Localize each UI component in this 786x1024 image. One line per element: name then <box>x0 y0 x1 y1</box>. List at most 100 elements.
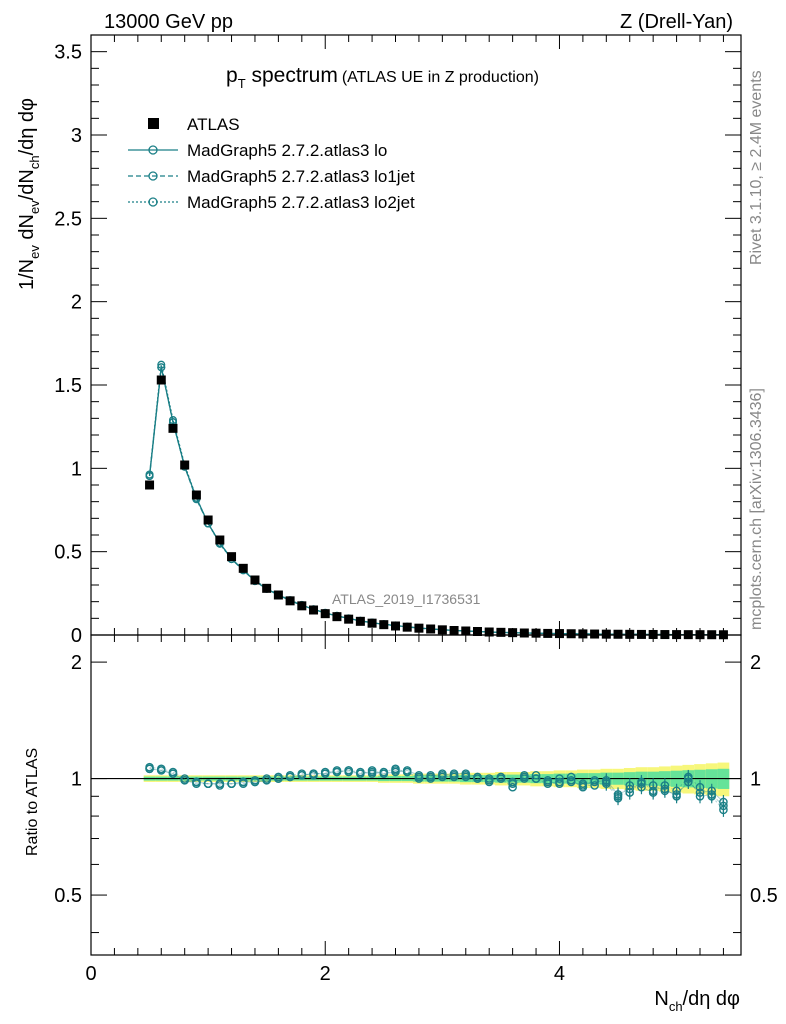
ratio-series-point <box>402 767 412 777</box>
y-tick-label-top: 0 <box>71 625 82 647</box>
ratio-series-point <box>391 764 400 774</box>
ratio-series-point <box>707 791 717 801</box>
legend-marker <box>148 197 158 207</box>
y-tick-label-top: 3.5 <box>54 42 82 64</box>
data-point <box>215 535 225 545</box>
ratio-series-point <box>613 791 623 801</box>
ratio-series-point <box>496 774 506 783</box>
ratio-series-point <box>438 772 447 782</box>
legend-entry-label: MadGraph5 2.7.2.atlas3 lo2jet <box>187 193 415 212</box>
ratio-series-point <box>508 779 517 788</box>
legend-marker <box>148 145 158 155</box>
ratio-series-point <box>367 769 377 778</box>
data-point <box>379 620 389 630</box>
ratio-series-point <box>449 772 459 782</box>
data-point <box>543 628 553 638</box>
x-tick-label: 4 <box>554 963 565 985</box>
ratio-tick-label-left: 1 <box>71 769 82 791</box>
ratio-series-point <box>297 769 307 778</box>
ratio-tick-label-right: 2 <box>750 652 761 674</box>
top-series-point <box>157 360 166 369</box>
header-left: 13000 GeV pp <box>104 11 233 33</box>
data-point <box>180 460 190 470</box>
ratio-series-point <box>602 777 611 787</box>
ratio-series-point <box>262 774 271 783</box>
ratio-series-point <box>508 782 517 792</box>
data-point <box>519 628 529 638</box>
y-tick-label-top: 0.5 <box>54 542 82 564</box>
ratio-series-point <box>484 775 494 785</box>
ratio-series-point <box>566 772 576 782</box>
ratio-series-point <box>461 772 471 782</box>
axis-tick-labels: 0 2 4 0 0.5 1 1.5 2 2.5 3 3.5 0.5 0.5 1 1 2 2 <box>54 42 778 985</box>
ratio-tick-label-right: 1 <box>750 769 761 791</box>
ratio-series-point <box>192 777 201 787</box>
ratio-series-point <box>156 764 166 774</box>
y-axis-label-ratio: Ratio to ATLAS <box>24 748 41 856</box>
data-point <box>297 601 307 611</box>
data-point <box>367 618 377 628</box>
data-point <box>344 614 354 624</box>
ratio-series-point <box>238 777 248 787</box>
y-axis-label-top: 1/Nev dNev/dNch/dη dφ <box>16 98 42 290</box>
ratio-series-point <box>438 769 447 778</box>
data-point <box>402 622 412 632</box>
y-tick-label-top: 1.5 <box>54 375 82 397</box>
ratio-series-point <box>203 779 213 788</box>
data-point <box>168 423 178 433</box>
mcplots-label: mcplots.cern.ch [arXiv:1306.3436] <box>748 388 765 630</box>
ratio-series-point <box>648 786 658 796</box>
data-point <box>273 590 283 600</box>
ratio-series-point <box>320 767 330 777</box>
ratio-series-point <box>473 774 482 783</box>
data-point <box>238 563 248 573</box>
ratio-series-point <box>168 767 178 777</box>
ratio-series-point <box>660 781 670 790</box>
ratio-series-point <box>695 782 705 792</box>
ratio-panel-series <box>145 762 728 817</box>
data-point <box>332 612 342 622</box>
ratio-series-point <box>145 762 154 772</box>
data-point <box>250 575 260 585</box>
y-tick-label-top: 3 <box>71 125 82 147</box>
data-point <box>566 629 576 639</box>
plot-title: pT spectrum (ATLAS UE in Z production) <box>226 64 539 91</box>
ratio-tick-label-right: 0.5 <box>750 885 778 907</box>
y-tick-label-top: 1 <box>71 458 82 480</box>
ratio-series-point <box>332 767 342 777</box>
x-tick-label: 0 <box>85 963 96 985</box>
ratio-series-point <box>227 779 236 788</box>
data-point <box>590 629 600 639</box>
ratio-series-point <box>531 770 541 780</box>
ratio-series-point <box>555 774 564 783</box>
data-point <box>426 624 436 634</box>
rivet-label: Rivet 3.1.10, ≥ 2.4M events <box>748 70 765 265</box>
data-point <box>262 583 272 593</box>
data-point <box>156 375 166 385</box>
legend-marker-data <box>148 118 159 129</box>
ratio-series-point <box>250 775 260 785</box>
data-point <box>285 596 295 606</box>
top-series-point <box>145 470 154 479</box>
ratio-series-point <box>672 786 681 796</box>
data-point <box>191 490 201 500</box>
data-point <box>496 627 506 637</box>
data-point <box>391 621 401 631</box>
legend: ATLAS MadGraph5 2.7.2.atlas3 lo MadGraph5 … <box>128 115 415 212</box>
legend-entry-label: ATLAS <box>187 115 240 134</box>
ratio-series-point <box>719 805 728 815</box>
ratio-series-point <box>215 781 225 790</box>
data-point <box>613 629 623 639</box>
ratio-series-point <box>543 779 553 788</box>
ratio-series-point <box>367 766 377 775</box>
ratio-tick-label-left: 2 <box>71 652 82 674</box>
header-right: Z (Drell-Yan) <box>620 11 733 33</box>
ratio-series-point <box>578 781 588 790</box>
x-tick-label: 2 <box>320 963 331 985</box>
analysis-watermark: ATLAS_2019_I1736531 <box>332 591 481 607</box>
legend-entry-label: MadGraph5 2.7.2.atlas3 lo <box>187 141 387 160</box>
ratio-series-point <box>566 777 576 787</box>
ratio-series-line-1 <box>149 768 724 807</box>
legend-entry-label: MadGraph5 2.7.2.atlas3 lo1jet <box>187 167 415 186</box>
